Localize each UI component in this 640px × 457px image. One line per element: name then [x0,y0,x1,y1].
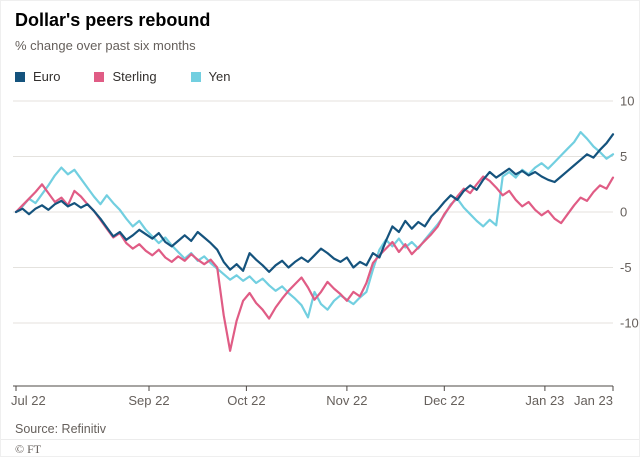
x-axis-label: Oct 22 [227,393,265,408]
y-axis-label: 5 [620,149,627,164]
chart-subtitle: % change over past six months [15,38,196,53]
euro-line [14,133,615,273]
x-axis-label: Jan 23 [574,393,613,408]
source-text: Source: Refinitiv [15,422,107,436]
legend-item-yen: Yen [190,69,231,84]
legend: Euro Sterling Yen [15,69,230,84]
x-axis-label: Jul 22 [11,393,46,408]
legend-label-sterling: Sterling [112,69,157,84]
x-axis-label: Sep 22 [128,393,169,408]
legend-label-yen: Yen [208,69,231,84]
x-axis-label: Nov 22 [326,393,367,408]
y-axis-label: 0 [620,205,627,220]
yen-swatch [190,71,201,82]
euro-swatch [15,71,25,82]
footer-divider [1,439,639,440]
chart-title: Dollar's peers rebound [15,10,211,30]
legend-label-euro: Euro [33,69,61,84]
sterling-line [14,175,615,352]
y-axis-label: 10 [620,94,634,109]
yen-line [14,131,615,319]
legend-item-euro: Euro [15,69,60,84]
x-axis-label: Jan 23 [525,393,564,408]
ft-copyright: © FT [15,442,42,456]
y-axis-label: -5 [620,260,632,275]
y-axis-label: -10 [620,316,639,331]
x-axis-label: Dec 22 [424,393,465,408]
legend-item-sterling: Sterling [94,69,157,84]
sterling-swatch [94,71,105,82]
